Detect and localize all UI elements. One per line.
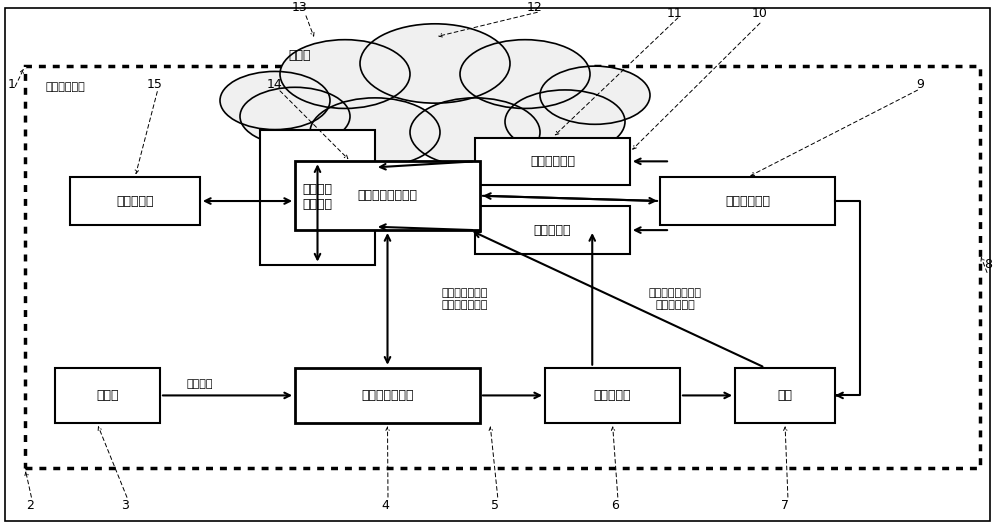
Text: 1: 1 xyxy=(8,78,16,91)
Circle shape xyxy=(220,71,330,130)
Bar xyxy=(260,130,375,264)
Bar xyxy=(475,138,630,185)
Text: 患者: 患者 xyxy=(778,389,792,402)
Text: 离线数据库: 离线数据库 xyxy=(116,195,154,207)
Text: 机器人控制系统: 机器人控制系统 xyxy=(361,389,414,402)
Text: 云平台: 云平台 xyxy=(289,49,311,62)
Text: 康复机器人: 康复机器人 xyxy=(594,389,631,402)
Text: 2: 2 xyxy=(26,499,34,512)
Text: 信息采集处理系统: 信息采集处理系统 xyxy=(357,189,417,202)
Text: 4: 4 xyxy=(381,499,389,512)
Text: 7: 7 xyxy=(781,499,789,512)
Bar xyxy=(660,177,835,225)
Bar xyxy=(25,66,980,468)
Text: 治疗师: 治疗师 xyxy=(96,389,119,402)
Text: 13: 13 xyxy=(292,2,308,14)
Bar xyxy=(475,206,630,254)
Text: 健康者数据库: 健康者数据库 xyxy=(530,155,575,168)
Circle shape xyxy=(280,40,410,108)
Text: 机器人运动信息
机器人力学信息: 机器人运动信息 机器人力学信息 xyxy=(442,288,488,309)
Text: 5: 5 xyxy=(491,499,499,512)
Circle shape xyxy=(460,40,590,108)
Circle shape xyxy=(310,98,440,167)
Text: 9: 9 xyxy=(916,78,924,91)
Circle shape xyxy=(360,24,510,103)
Bar xyxy=(70,177,200,225)
Text: 患者姿态运动信息
筋电信号信息: 患者姿态运动信息 筋电信号信息 xyxy=(648,288,702,309)
Text: 6: 6 xyxy=(611,499,619,512)
Text: 12: 12 xyxy=(527,2,543,14)
Text: 14: 14 xyxy=(267,78,283,91)
Text: 3: 3 xyxy=(121,499,129,512)
Circle shape xyxy=(540,66,650,124)
Text: 本地训练系统: 本地训练系统 xyxy=(45,83,85,92)
Circle shape xyxy=(410,98,540,167)
Text: 患者信息反馈: 患者信息反馈 xyxy=(725,195,770,207)
Circle shape xyxy=(505,90,625,153)
Bar xyxy=(295,368,480,423)
Bar xyxy=(735,368,835,423)
Text: 15: 15 xyxy=(147,78,163,91)
Text: 训练模式: 训练模式 xyxy=(187,379,213,388)
Bar xyxy=(55,368,160,423)
Bar xyxy=(545,368,680,423)
Circle shape xyxy=(240,87,350,145)
Text: 8: 8 xyxy=(984,258,992,271)
Text: 患者数据库: 患者数据库 xyxy=(534,224,571,236)
Text: 11: 11 xyxy=(667,7,683,20)
Text: 患者状态
评价系统: 患者状态 评价系统 xyxy=(302,183,332,211)
Text: 10: 10 xyxy=(752,7,768,20)
Bar xyxy=(295,161,480,230)
